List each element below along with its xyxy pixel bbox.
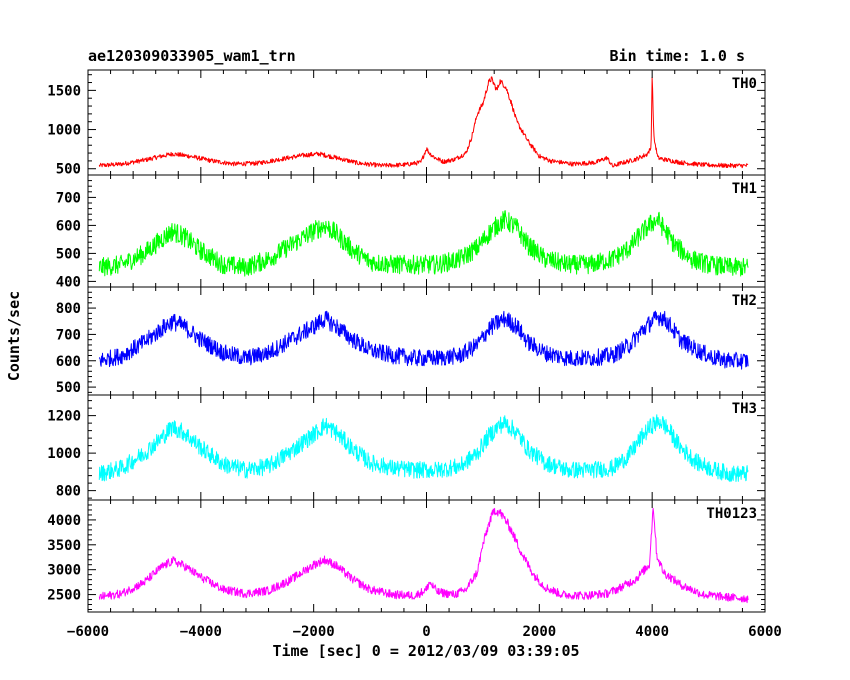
x-tick-label: −2000 bbox=[293, 624, 335, 640]
y-tick-label: 700 bbox=[56, 327, 81, 343]
y-tick-label: 800 bbox=[56, 484, 81, 500]
panel-th2: 500 600 700 800 TH2 bbox=[56, 286, 766, 396]
panel-th0123: 2500 3000 3500 4000 TH0123 bbox=[47, 499, 766, 613]
y-axis-label: Counts/sec bbox=[5, 291, 23, 381]
y-tick-label: 3000 bbox=[47, 563, 81, 579]
panel-label-th3: TH3 bbox=[732, 401, 757, 417]
x-tick-label: −6000 bbox=[67, 624, 109, 640]
panel-frame bbox=[87, 394, 766, 501]
y-tick-label: 1500 bbox=[47, 83, 81, 99]
y-tick-label: 1200 bbox=[47, 409, 81, 425]
y-tick-label: 3500 bbox=[47, 538, 81, 554]
panel-label-th1: TH1 bbox=[732, 181, 757, 197]
panel-label-th2: TH2 bbox=[732, 293, 757, 309]
panel-label-th0123: TH0123 bbox=[706, 506, 757, 522]
series-line-th2 bbox=[98, 310, 749, 370]
y-tick-label: 400 bbox=[56, 274, 81, 290]
panel-th1: 400 500 600 700 TH1 bbox=[56, 174, 766, 290]
series-line-th1 bbox=[98, 210, 749, 277]
y-tick-label: 2500 bbox=[47, 588, 81, 604]
y-tick-label: 800 bbox=[56, 301, 81, 317]
panel-frame bbox=[87, 499, 766, 613]
panel-label-th0: TH0 bbox=[732, 76, 757, 92]
series-line-th3 bbox=[98, 414, 749, 483]
bin-time-label: Bin time: 1.0 s bbox=[610, 47, 745, 65]
panel-stack: 500 1000 1500 TH0 400 500 600 700 TH1 500 600 700 80… bbox=[47, 69, 782, 640]
x-tick-label: 4000 bbox=[635, 624, 669, 640]
panel-th3: 800 1000 1200 TH3 bbox=[47, 394, 766, 501]
y-tick-label: 4000 bbox=[47, 513, 81, 529]
series-line-th0 bbox=[98, 76, 749, 169]
x-tick-label: 0 bbox=[422, 624, 430, 640]
y-tick-label: 500 bbox=[56, 162, 81, 178]
panel-th0: 500 1000 1500 TH0 bbox=[47, 69, 766, 178]
y-tick-label: 1000 bbox=[47, 446, 81, 462]
y-tick-label: 600 bbox=[56, 354, 81, 370]
x-tick-label: 2000 bbox=[522, 624, 556, 640]
series-line-th0123 bbox=[98, 507, 749, 604]
x-tick-label: 6000 bbox=[748, 624, 782, 640]
panel-frame bbox=[87, 286, 766, 396]
y-tick-label: 600 bbox=[56, 218, 81, 234]
x-axis-label: Time [sec] 0 = 2012/03/09 03:39:05 bbox=[272, 642, 579, 660]
x-tick-label: −4000 bbox=[180, 624, 222, 640]
y-tick-label: 700 bbox=[56, 190, 81, 206]
chart-title: ae120309033905_wam1_trn bbox=[88, 47, 296, 65]
y-tick-label: 500 bbox=[56, 380, 81, 396]
y-tick-label: 500 bbox=[56, 246, 81, 262]
y-tick-label: 1000 bbox=[47, 123, 81, 139]
